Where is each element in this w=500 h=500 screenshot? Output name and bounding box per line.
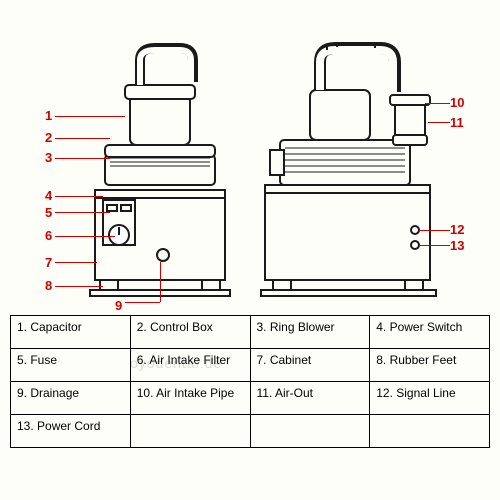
part-cell: 13. Power Cord [11,415,131,448]
part-cell: 1. Capacitor [11,316,131,349]
part-cell: 7. Cabinet [250,349,370,382]
part-cell: 12. Signal Line [370,382,490,415]
part-cell [370,415,490,448]
callout-7: 7 [45,255,52,270]
callout-1: 1 [45,108,52,123]
callout-9: 9 [115,298,122,313]
part-cell: 2. Control Box [130,316,250,349]
part-cell: 4. Power Switch [370,316,490,349]
table-row: 9. Drainage 10. Air Intake Pipe 11. Air-… [11,382,490,415]
part-cell: 9. Drainage [11,382,131,415]
part-cell: 10. Air Intake Pipe [130,382,250,415]
part-cell: 11. Air-Out [250,382,370,415]
part-cell: 6. Air Intake Filter [130,349,250,382]
callout-6: 6 [45,228,52,243]
part-cell [250,415,370,448]
callout-10: 10 [450,95,464,110]
part-cell: 8. Rubber Feet [370,349,490,382]
callout-11: 11 [450,115,464,130]
part-cell: 5. Fuse [11,349,131,382]
callout-4: 4 [45,188,52,203]
part-cell: 3. Ring Blower [250,316,370,349]
callout-12: 12 [450,222,464,237]
device-side [255,40,445,305]
callout-8: 8 [45,278,52,293]
table-row: 5. Fuse 6. Air Intake Filter 7. Cabinet … [11,349,490,382]
parts-table: 1. Capacitor 2. Control Box 3. Ring Blow… [10,315,490,448]
callout-13: 13 [450,238,464,253]
callout-2: 2 [45,130,52,145]
diagram-area: 1 2 3 4 5 6 7 8 9 10 11 12 13 [30,40,470,310]
part-cell [130,415,250,448]
callout-3: 3 [45,150,52,165]
table-row: 13. Power Cord [11,415,490,448]
table-row: 1. Capacitor 2. Control Box 3. Ring Blow… [11,316,490,349]
callout-5: 5 [45,205,52,220]
